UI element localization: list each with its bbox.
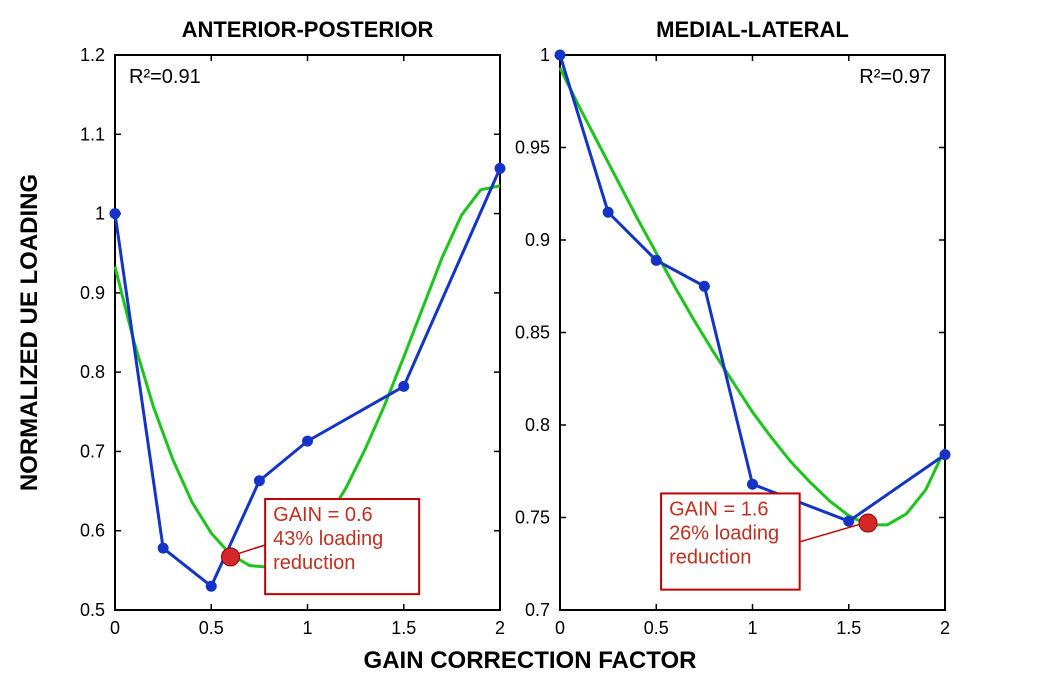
- left-ytick-label: 0.6: [80, 521, 105, 541]
- right-xtick-label: 1.5: [836, 618, 861, 638]
- right-optimum-marker: [859, 514, 877, 532]
- left-panel-title: ANTERIOR-POSTERIOR: [182, 17, 434, 42]
- right-xtick-label: 0.5: [644, 618, 669, 638]
- left-xtick-label: 1.5: [391, 618, 416, 638]
- right-callout-text: 26% loading: [669, 522, 779, 544]
- right-r2-label: R²=0.97: [859, 66, 931, 88]
- left-optimum-marker: [222, 548, 240, 566]
- right-panel-title: MEDIAL-LATERAL: [656, 17, 849, 42]
- right-ytick-label: 0.95: [515, 138, 550, 158]
- right-callout-text: GAIN = 1.6: [669, 498, 769, 520]
- right-xtick-label: 1: [747, 618, 757, 638]
- left-ytick-label: 0.7: [80, 441, 105, 461]
- right-data-marker: [844, 516, 854, 526]
- right-data-marker: [699, 281, 709, 291]
- left-xtick-label: 0: [110, 618, 120, 638]
- right-xtick-label: 2: [940, 618, 950, 638]
- left-callout-text: reduction: [273, 552, 355, 574]
- left-data-marker: [399, 381, 409, 391]
- left-data-marker: [495, 163, 505, 173]
- right-ytick-label: 0.85: [515, 323, 550, 343]
- right-ytick-label: 1: [540, 45, 550, 65]
- right-ytick-label: 0.75: [515, 508, 550, 528]
- y-axis-label-group: NORMALIZED UE LOADING: [16, 174, 43, 491]
- left-ytick-label: 0.8: [80, 362, 105, 382]
- left-xtick-label: 0.5: [199, 618, 224, 638]
- left-ytick-label: 1: [95, 204, 105, 224]
- left-data-marker: [254, 476, 264, 486]
- dual-panel-chart: 00.511.520.50.60.70.80.911.11.2ANTERIOR-…: [0, 0, 1050, 693]
- left-data-marker: [206, 581, 216, 591]
- right-data-marker: [651, 255, 661, 265]
- left-callout-text: GAIN = 0.6: [273, 504, 373, 526]
- x-axis-label: GAIN CORRECTION FACTOR: [364, 647, 697, 674]
- right-callout-leader: [801, 523, 865, 542]
- right-data-marker: [555, 50, 565, 60]
- y-axis-label: NORMALIZED UE LOADING: [16, 174, 43, 491]
- left-xtick-label: 1: [302, 618, 312, 638]
- right-ytick-label: 0.9: [525, 230, 550, 250]
- left-ytick-label: 0.5: [80, 600, 105, 620]
- right-xtick-label: 0: [555, 618, 565, 638]
- left-r2-label: R²=0.91: [129, 66, 201, 88]
- left-data-marker: [303, 436, 313, 446]
- left-callout-text: 43% loading: [273, 528, 383, 550]
- right-data-marker: [940, 450, 950, 460]
- left-data-marker: [158, 543, 168, 553]
- right-ytick-label: 0.8: [525, 415, 550, 435]
- right-data-marker: [748, 479, 758, 489]
- left-data-marker: [110, 209, 120, 219]
- left-ytick-label: 1.1: [80, 124, 105, 144]
- right-fit-curve: [560, 68, 945, 525]
- right-data-line: [560, 55, 945, 521]
- right-data-marker: [603, 207, 613, 217]
- left-ytick-label: 1.2: [80, 45, 105, 65]
- left-xtick-label: 2: [495, 618, 505, 638]
- left-ytick-label: 0.9: [80, 283, 105, 303]
- right-ytick-label: 0.7: [525, 600, 550, 620]
- right-callout-text: reduction: [669, 546, 751, 568]
